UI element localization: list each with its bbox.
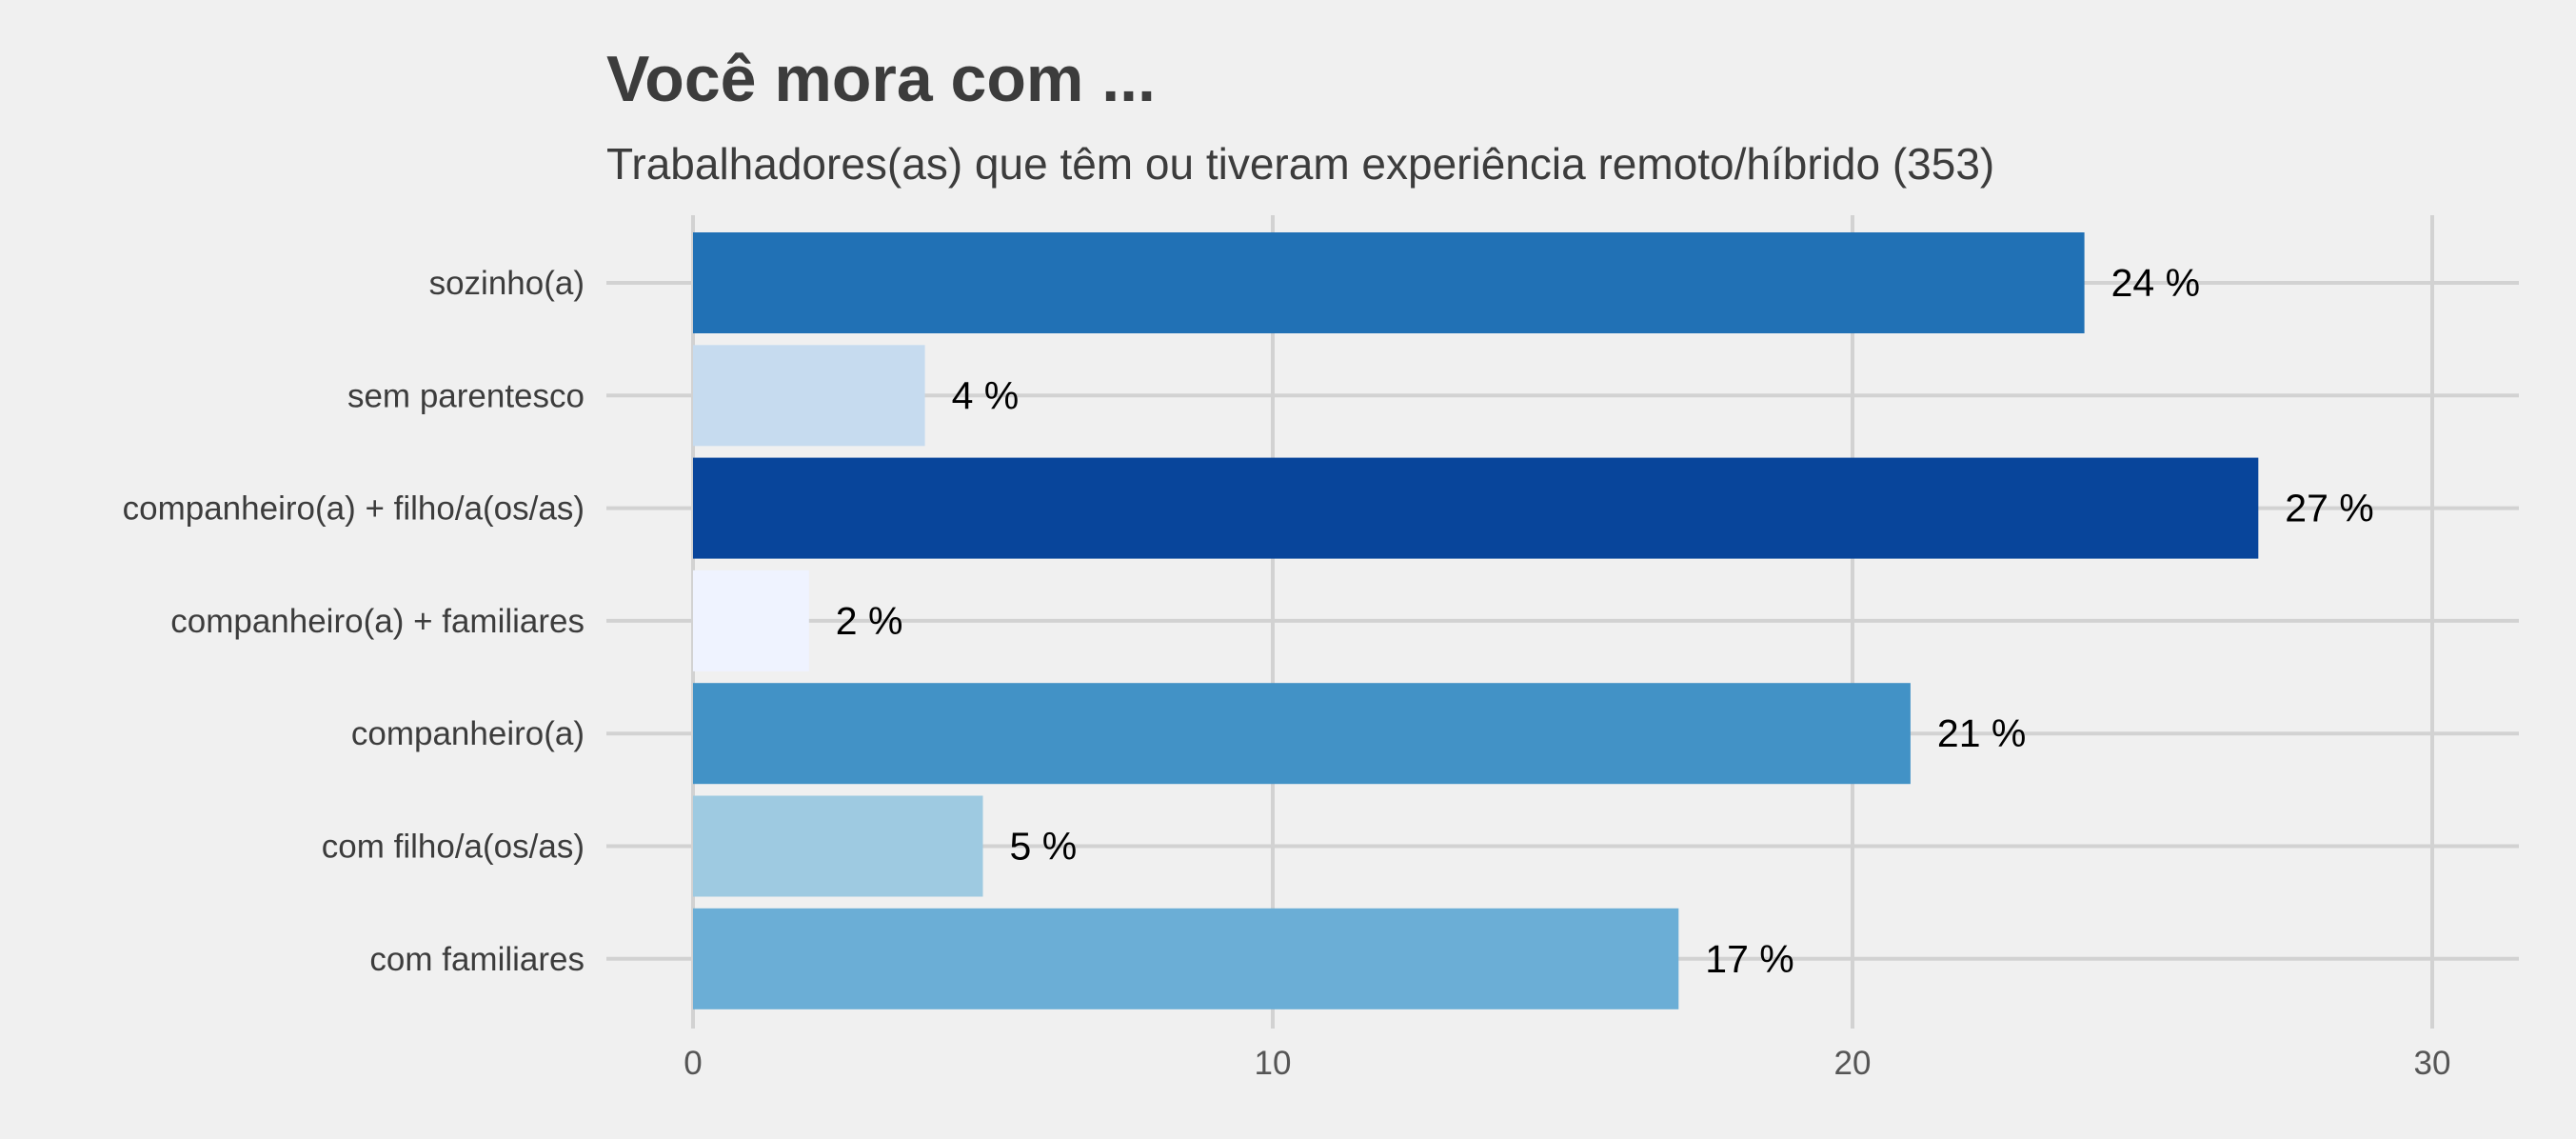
category-label: companheiro(a) <box>351 715 585 752</box>
chart-subtitle: Trabalhadores(as) que têm ou tiveram exp… <box>606 139 1995 189</box>
bar <box>693 570 809 671</box>
category-label: sem parentesco <box>347 377 585 414</box>
bar <box>693 908 1679 1009</box>
category-label: com familiares <box>369 941 585 978</box>
bar <box>693 683 1911 785</box>
category-label: sozinho(a) <box>429 265 585 302</box>
x-tick-label: 30 <box>2414 1045 2451 1082</box>
category-label: com filho/a(os/as) <box>322 829 585 866</box>
bar <box>693 345 925 447</box>
category-label: companheiro(a) + filho/a(os/as) <box>123 490 585 528</box>
x-tick-label: 20 <box>1834 1045 1872 1082</box>
bar-value-label: 27 % <box>2285 487 2373 530</box>
bar-value-label: 17 % <box>1705 937 1793 981</box>
bar-value-label: 2 % <box>836 599 903 643</box>
x-tick-label: 0 <box>684 1045 702 1082</box>
x-tick-label: 10 <box>1255 1045 1292 1082</box>
bar-value-label: 24 % <box>2111 261 2200 305</box>
category-label: companheiro(a) + familiares <box>170 603 585 640</box>
bar-layer <box>693 232 2259 1009</box>
bar <box>693 232 2085 333</box>
bar <box>693 457 2259 559</box>
bar-value-label: 5 % <box>1010 825 1078 869</box>
chart-title: Você mora com ... <box>606 43 1156 115</box>
bar-value-label: 21 % <box>1937 711 2026 755</box>
bar-value-label: 4 % <box>952 373 1020 417</box>
bar <box>693 795 983 897</box>
label-layer: 0 10 20 30 sozinho(a) 24 % sem parentesco 4 % co… <box>123 261 2451 1082</box>
